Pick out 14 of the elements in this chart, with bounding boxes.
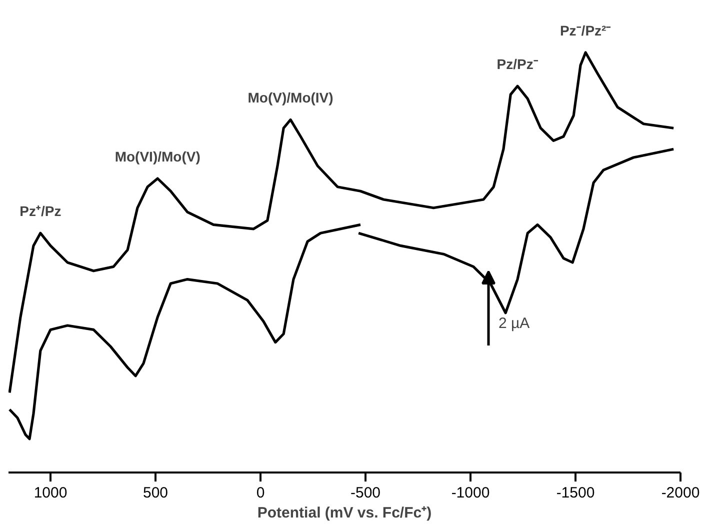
annotation: Pz⁺/Pz xyxy=(20,203,62,220)
x-tick-label: 0 xyxy=(256,484,265,502)
text: Pz⁻/Pz²⁻ xyxy=(560,22,612,38)
annotation: 2 µA xyxy=(498,315,530,332)
x-tick-label: 1000 xyxy=(34,484,68,502)
annotation: Mo(V)/Mo(IV) xyxy=(248,90,334,106)
x-tick-label: -1500 xyxy=(556,484,595,502)
x-tick-label: -2000 xyxy=(661,484,700,502)
x-axis-title: Potential (mV vs. Fc/Fc⁺) xyxy=(257,504,432,522)
x-tick-label: 500 xyxy=(142,484,168,502)
annotation: Pz/Pz⁻ xyxy=(496,56,538,72)
x-tick-label: -500 xyxy=(350,484,381,502)
x-tick-label: -1000 xyxy=(451,484,490,502)
annotation: Mo(VI)/Mo(V) xyxy=(114,148,200,164)
